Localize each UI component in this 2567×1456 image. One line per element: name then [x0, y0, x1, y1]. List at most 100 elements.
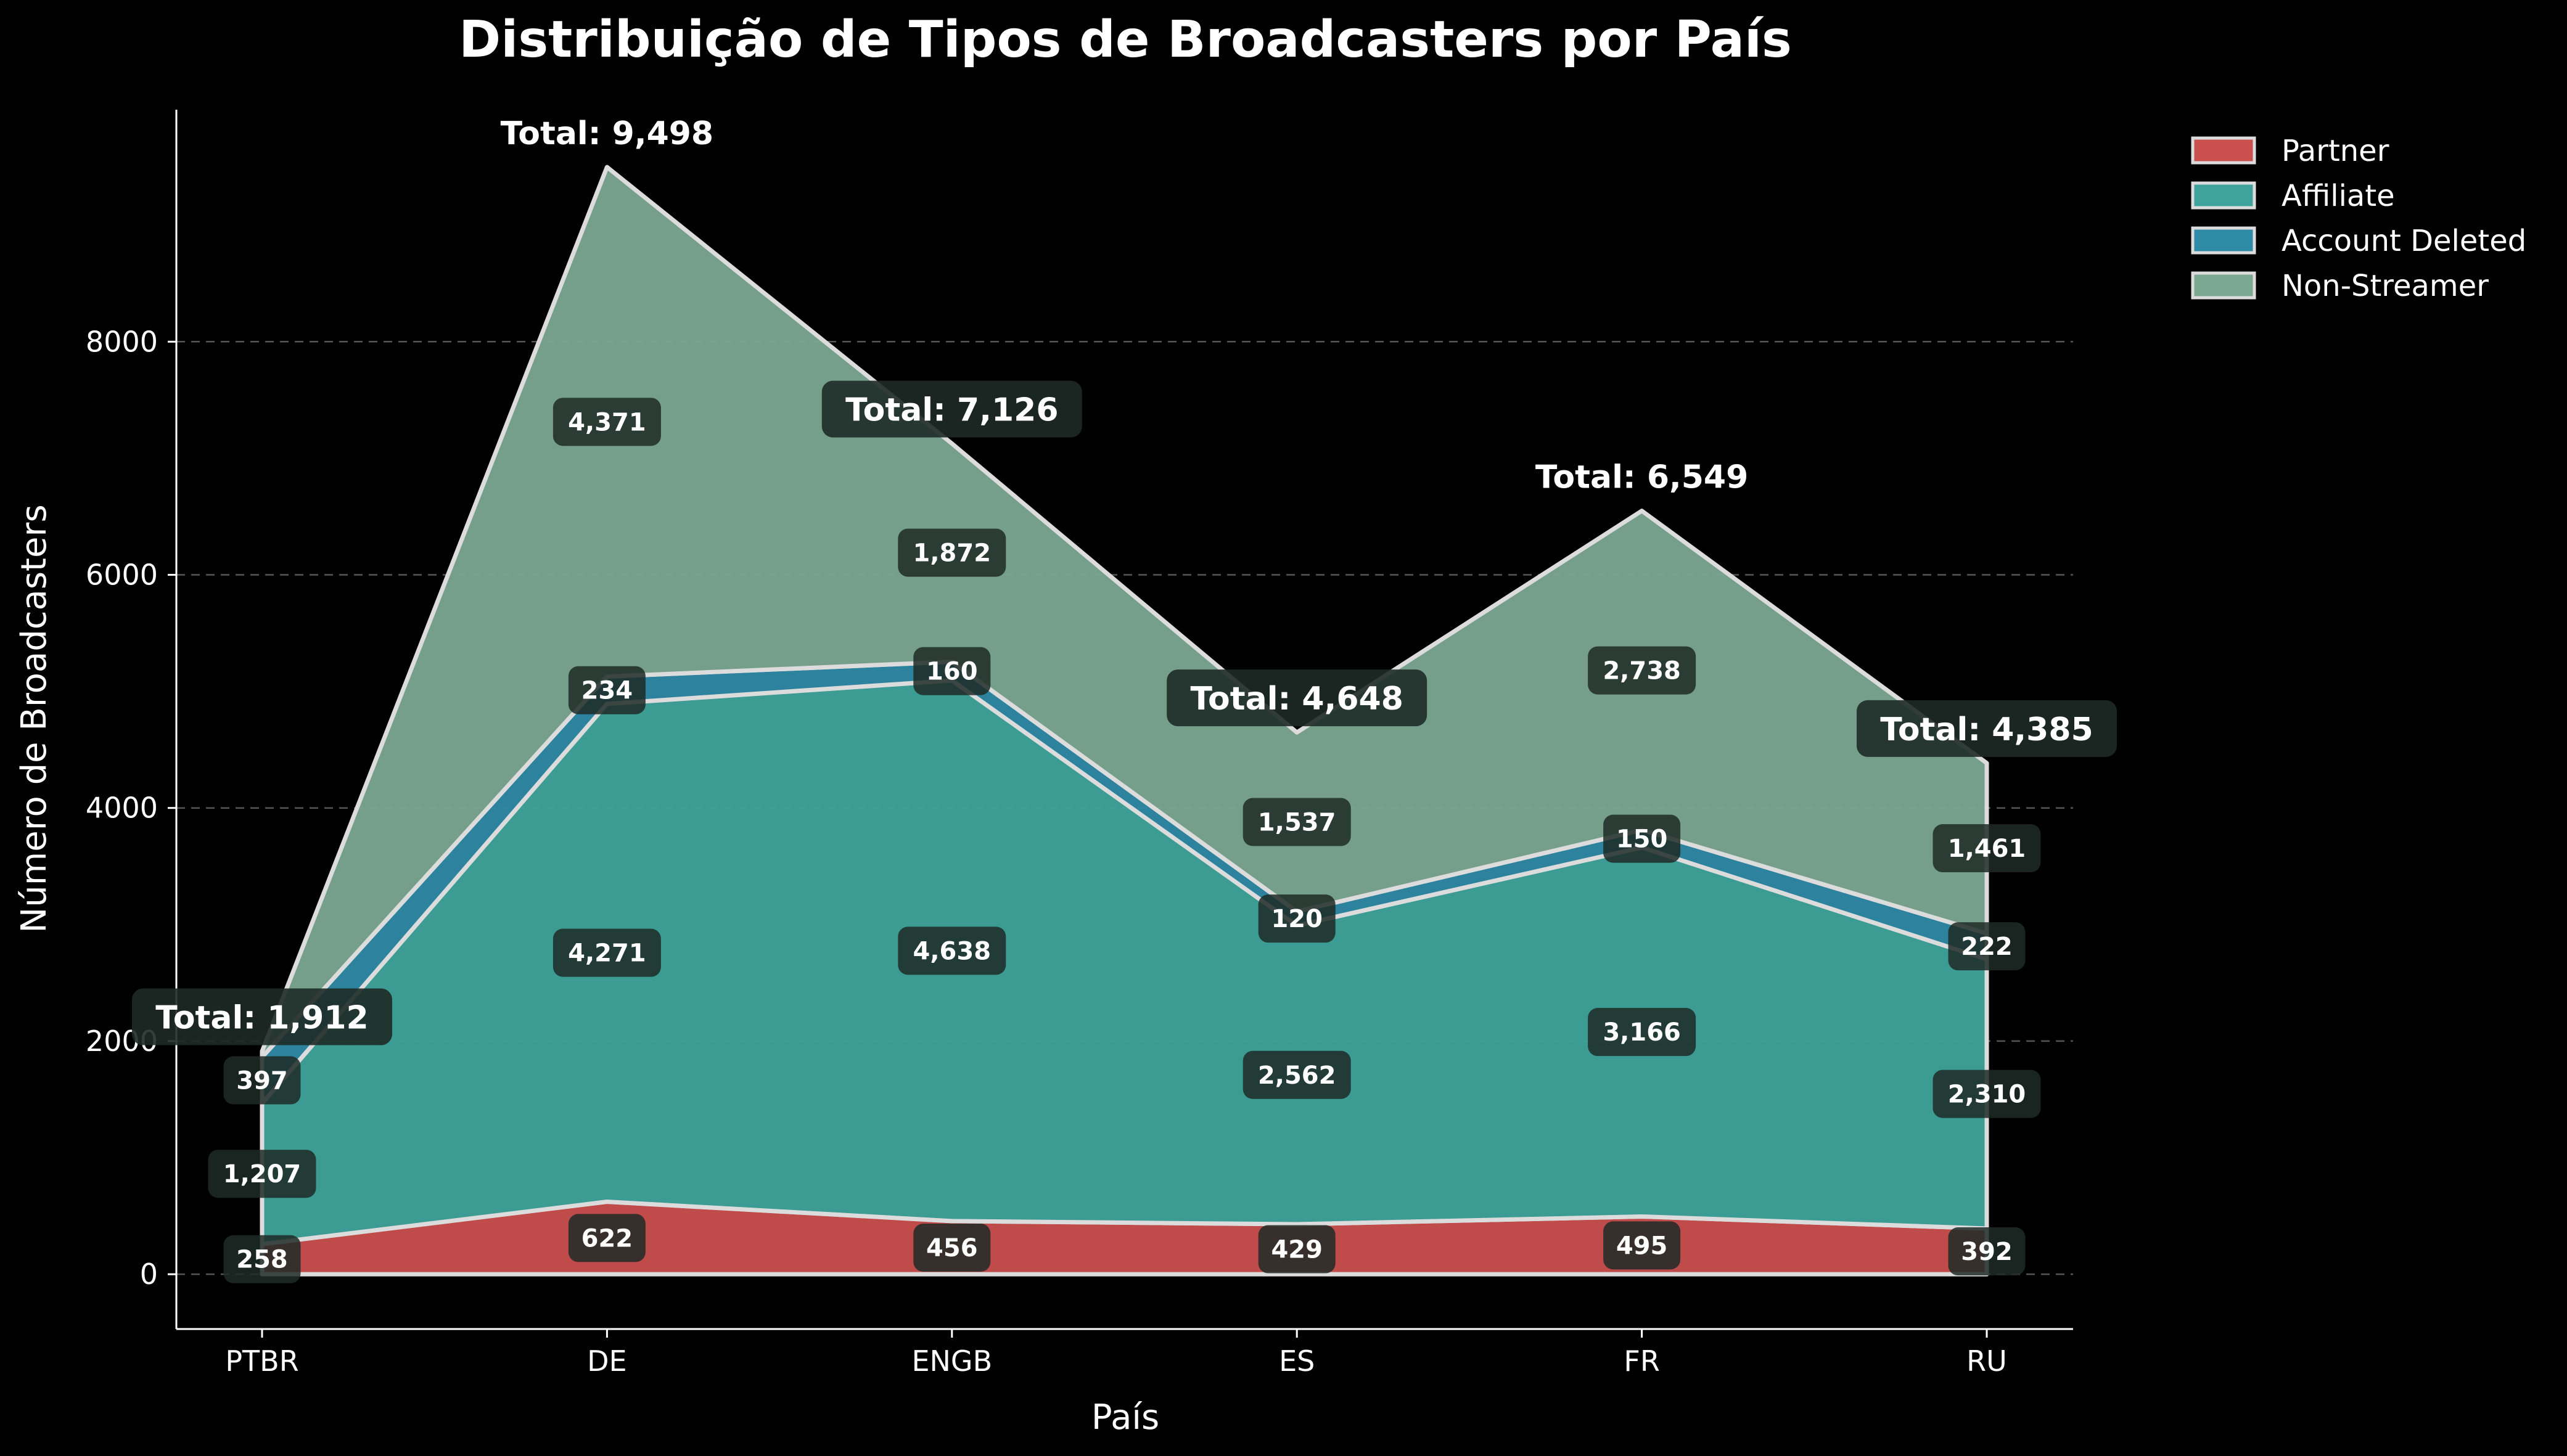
total-label-text: Total: 6,549: [1535, 459, 1748, 496]
value-label-partner: 392: [1948, 1227, 2026, 1276]
value-label-box: [898, 926, 1006, 975]
legend-label: Affiliate: [2282, 179, 2395, 213]
value-label-box: [1242, 1050, 1351, 1099]
value-label-non-streamer: 1,872: [898, 528, 1006, 577]
value-label-text: 392: [1961, 1238, 2013, 1266]
value-label-box: [223, 1235, 301, 1283]
value-label-text: 3,166: [1603, 1018, 1681, 1047]
value-label-partner: 429: [1258, 1225, 1336, 1274]
value-label-partner: 258: [223, 1235, 301, 1283]
x-tick-label: DE: [587, 1344, 627, 1378]
y-tick-label: 4000: [86, 791, 158, 825]
value-label-partner: 456: [913, 1224, 991, 1272]
total-label-text: Total: 7,126: [845, 392, 1058, 429]
value-label-box: [1258, 894, 1336, 943]
legend-label: Partner: [2282, 134, 2389, 168]
x-tick-label: ES: [1279, 1344, 1315, 1378]
value-label-non-streamer: 1,537: [1242, 798, 1351, 846]
value-label-box: [1948, 1227, 2026, 1276]
value-label-text: 4,271: [568, 939, 646, 968]
value-label-text: 1,537: [1258, 809, 1336, 837]
x-axis-label: País: [1091, 1397, 1159, 1438]
total-label-text: Total: 4,648: [1190, 681, 1403, 718]
legend-swatch: [2191, 271, 2256, 300]
value-label-text: 397: [236, 1067, 288, 1095]
value-label-box: [1588, 1008, 1696, 1057]
value-label-account-deleted: 160: [913, 647, 991, 695]
value-label-box: [913, 647, 991, 695]
chart-title: Distribuição de Tipos de Broadcasters po…: [459, 10, 1792, 69]
value-label-non-streamer: 2,738: [1588, 646, 1696, 695]
total-label: Total: 4,648: [1167, 669, 1427, 727]
legend-swatch: [2191, 136, 2256, 165]
value-label-text: 4,638: [913, 937, 992, 965]
value-label-partner: 495: [1603, 1221, 1681, 1270]
value-label-box: [568, 666, 646, 714]
value-label-box: [1603, 814, 1681, 863]
value-label-box: [223, 1056, 301, 1105]
value-label-affiliate: 2,310: [1932, 1070, 2041, 1118]
value-label-affiliate: 4,638: [898, 926, 1006, 975]
x-tick-label: RU: [1966, 1344, 2007, 1378]
legend: Partner Affiliate Account Deleted Non-Strea…: [2191, 134, 2526, 303]
total-label-box: [132, 988, 392, 1045]
legend-item-affiliate: Affiliate: [2191, 179, 2395, 213]
value-label-account-deleted: 150: [1603, 814, 1681, 863]
total-label-text: Total: 1,912: [155, 1000, 368, 1037]
legend-item-account-deleted: Account Deleted: [2191, 224, 2526, 258]
x-tick-label: PTBR: [225, 1344, 298, 1378]
legend-swatch: [2191, 181, 2256, 210]
value-label-box: [1932, 1070, 2041, 1118]
value-label-text: 2,562: [1258, 1061, 1336, 1090]
value-label-text: 258: [236, 1246, 288, 1274]
y-tick-label: 0: [140, 1258, 158, 1291]
value-label-box: [1932, 824, 2041, 873]
y-tick-label: 6000: [86, 558, 158, 592]
value-label-account-deleted: 397: [223, 1056, 301, 1105]
total-label-box: [1857, 700, 2117, 757]
value-label-text: 1,461: [1948, 835, 2026, 863]
value-label-text: 150: [1616, 825, 1668, 854]
value-label-text: 1,872: [913, 539, 992, 568]
value-label-text: 495: [1616, 1232, 1668, 1260]
value-label-text: 4,371: [568, 408, 646, 436]
value-label-text: 234: [581, 677, 633, 705]
value-label-affiliate: 3,166: [1588, 1008, 1696, 1057]
value-label-text: 120: [1271, 905, 1323, 933]
value-label-account-deleted: 222: [1948, 922, 2026, 971]
value-label-text: 456: [926, 1234, 978, 1262]
value-label-account-deleted: 234: [568, 666, 646, 714]
value-label-box: [1588, 646, 1696, 695]
value-label-non-streamer: 1,461: [1932, 824, 2041, 873]
legend-swatch: [2191, 226, 2256, 255]
value-label-box: [913, 1224, 991, 1272]
total-label: Total: 1,912: [132, 988, 392, 1045]
value-label-text: 2,310: [1948, 1081, 2026, 1109]
value-label-text: 2,738: [1603, 657, 1681, 685]
value-label-non-streamer: 4,371: [552, 398, 661, 446]
total-label-text: Total: 4,385: [1880, 711, 2093, 748]
value-label-box: [552, 928, 661, 977]
value-label-text: 222: [1961, 933, 2013, 961]
value-label-box: [552, 398, 661, 446]
legend-label: Account Deleted: [2282, 224, 2526, 258]
value-label-box: [568, 1214, 646, 1262]
value-label-affiliate: 2,562: [1242, 1050, 1351, 1099]
value-label-text: 1,207: [223, 1160, 302, 1188]
value-label-affiliate: 1,207: [208, 1150, 316, 1198]
value-label-box: [1948, 922, 2026, 971]
legend-label: Non-Streamer: [2282, 269, 2489, 303]
value-label-account-deleted: 120: [1258, 894, 1336, 943]
value-label-affiliate: 4,271: [552, 928, 661, 977]
total-label: Total: 7,126: [821, 380, 1082, 438]
value-label-text: 622: [581, 1224, 633, 1253]
value-label-text: 160: [926, 658, 978, 686]
value-label-box: [898, 528, 1006, 577]
total-label-text: Total: 9,498: [501, 115, 713, 152]
value-label-box: [1258, 1225, 1336, 1274]
y-axis-label: Número de Broadcasters: [14, 504, 54, 933]
value-label-text: 429: [1271, 1236, 1323, 1264]
total-label: Total: 9,498: [501, 115, 713, 152]
x-tick-label: ENGB: [911, 1344, 992, 1378]
